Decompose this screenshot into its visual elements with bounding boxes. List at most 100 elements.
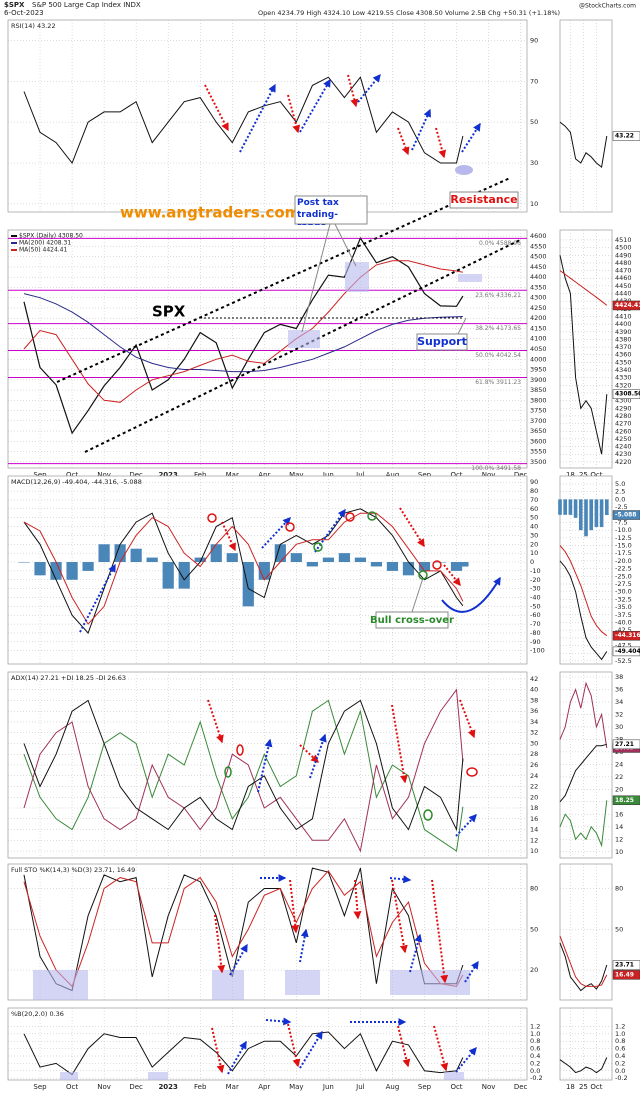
y-tick-label: -20: [530, 576, 541, 584]
value-box-label: -5.088: [615, 512, 636, 519]
y-tick-label: 4000: [530, 355, 547, 363]
shade: [458, 274, 482, 282]
x-tick-label: Nov: [97, 1083, 111, 1091]
arrow: [389, 875, 412, 884]
y-tick-label: -7.5: [615, 518, 628, 526]
website: www.angtraders.com: [120, 204, 300, 222]
panel-title: MACD(12,26,9) -49.404, -44.316, -5.088: [11, 478, 142, 486]
arrow: [357, 73, 381, 103]
y-tick-label: 10: [530, 200, 538, 208]
y-tick-label: -90: [530, 638, 541, 646]
y-tick-label: 4390: [615, 328, 632, 336]
y-tick-label: -70: [530, 620, 541, 628]
y-tick-label: -10.0: [615, 526, 632, 534]
legend-label: MA(200) 4208.31: [19, 240, 71, 247]
callout-box: [294, 195, 368, 225]
x-tick-label: Nov: [482, 1083, 496, 1091]
y-tick-label: 20: [530, 966, 538, 974]
series-line: [23, 76, 464, 164]
y-tick-label: 4200: [530, 314, 547, 322]
panel: [559, 1007, 613, 1081]
histogram-bar: [370, 562, 383, 567]
arrow: [397, 127, 410, 156]
panel: [559, 671, 613, 859]
value-box-label: 4424.41: [615, 302, 640, 309]
series-line: [559, 560, 608, 661]
y-tick-label: 28: [530, 750, 538, 758]
y-tick-label: -50: [530, 602, 541, 610]
symbol: $SPX: [4, 1, 25, 9]
histogram-bar: [210, 544, 222, 563]
x-tick-label: Feb: [194, 1083, 207, 1091]
x-tick-label: Apr: [258, 1083, 270, 1091]
y-tick-label: 16: [615, 810, 623, 818]
arrow: [441, 576, 501, 613]
y-tick-label: 36: [615, 685, 623, 693]
arrow: [204, 84, 229, 132]
y-tick-label: 0.2: [615, 1059, 625, 1067]
y-tick-label: 80: [615, 884, 623, 892]
y-tick-label: 4350: [615, 358, 632, 366]
series-line: [559, 270, 608, 306]
y-tick-label: 0.6: [615, 1045, 625, 1053]
y-tick-label: 26: [530, 761, 538, 769]
quote: Open 4234.79 High 4324.10 Low 4219.55 Cl…: [258, 9, 560, 17]
value-box: [612, 131, 640, 141]
y-tick-label: -32.5: [615, 595, 632, 603]
histogram-bar: [599, 499, 604, 528]
x-tick-label: 2023: [158, 471, 178, 479]
histogram-bar: [578, 499, 583, 531]
y-tick-label: 3550: [530, 448, 547, 456]
y-tick-label: 3950: [530, 366, 547, 374]
y-tick-label: -60: [530, 611, 541, 619]
x-tick-label: Nov: [97, 471, 111, 479]
x-tick-label: Oct: [66, 1083, 78, 1091]
y-tick-label: 4300: [530, 294, 547, 302]
y-tick-label: 22: [615, 773, 623, 781]
y-tick-label: 32: [615, 710, 623, 718]
x-tick-label: Oct: [450, 1083, 462, 1091]
x-tick-label: Mar: [226, 1083, 239, 1091]
x-tick-label: Oct: [450, 471, 462, 479]
y-tick-label: 1.2: [530, 1022, 540, 1030]
y-tick-label: -0.2: [615, 1074, 628, 1082]
y-tick-label: 4350: [530, 283, 547, 291]
shade: [285, 970, 320, 995]
y-tick-label: 0.8: [615, 1037, 625, 1045]
y-tick-label: 4320: [615, 381, 632, 389]
shade: [288, 330, 320, 348]
histogram-bar: [290, 553, 302, 563]
series-line: [23, 512, 464, 625]
y-tick-label: 4290: [615, 404, 632, 412]
arrow: [435, 127, 447, 159]
series-line: [23, 699, 464, 832]
arrow: [411, 108, 431, 151]
arrow: [391, 879, 408, 954]
marker-circle: [285, 522, 295, 532]
histogram-bar: [194, 557, 206, 563]
y-tick-label: 4220: [615, 458, 632, 466]
arrow: [287, 1023, 301, 1068]
fib-label: 50.0% 4042.54: [475, 352, 521, 359]
histogram-bar: [573, 499, 578, 518]
histogram-bar: [242, 562, 254, 607]
y-tick-label: 3900: [530, 376, 547, 384]
x-tick-label: 2023: [158, 1083, 178, 1091]
value-box: [612, 389, 640, 399]
y-tick-label: 0.8: [530, 1037, 540, 1045]
histogram-bar: [98, 544, 110, 563]
shade: [33, 970, 88, 1000]
y-tick-label: 32: [530, 729, 538, 737]
y-tick-label: 4470: [615, 267, 632, 275]
histogram-bar: [178, 562, 190, 589]
value-box: [612, 739, 640, 750]
x-tick-label: 25: [579, 471, 588, 479]
y-tick-label: 4500: [530, 253, 547, 261]
value-box-label: 4308.50: [615, 391, 640, 398]
shade: [390, 970, 470, 995]
fib-label: 38.2% 4173.65: [475, 325, 521, 332]
histogram-bar: [450, 562, 463, 571]
shade: [444, 1072, 464, 1080]
x-tick-label: Dec: [514, 1083, 528, 1091]
y-tick-label: 4360: [615, 351, 632, 359]
